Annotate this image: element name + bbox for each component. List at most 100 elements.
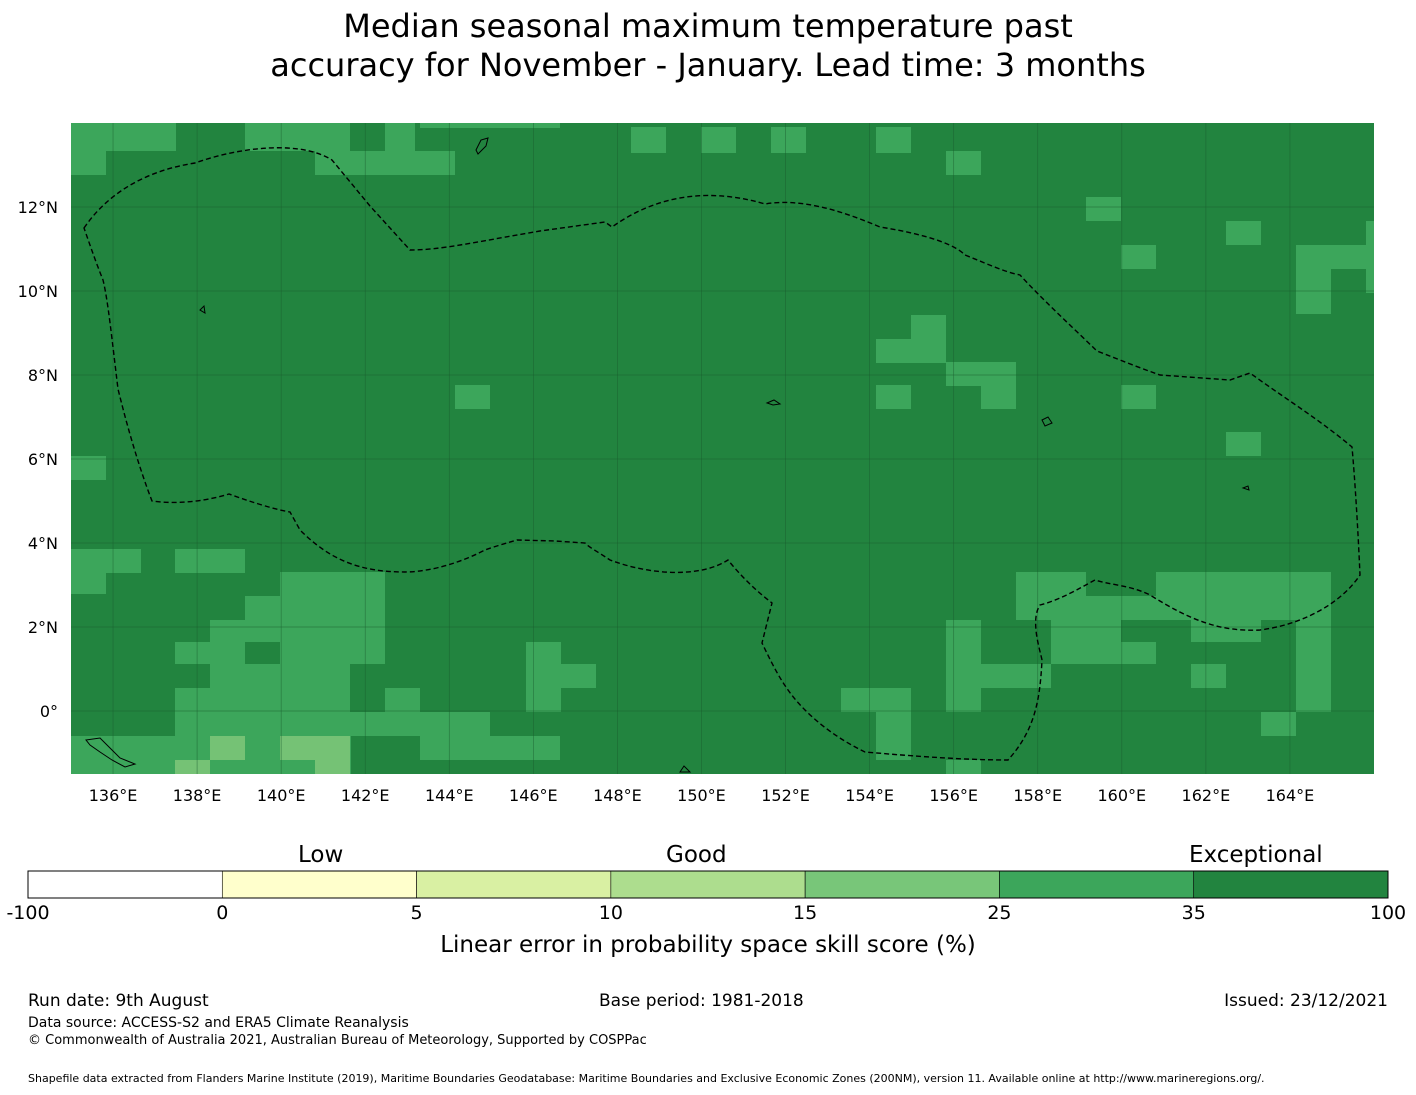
latitude-tick-labels: 12°N 10°N 8°N 6°N 4°N 2°N 0° xyxy=(18,198,58,721)
colorbar-tick-label: 10 xyxy=(598,902,623,924)
skill-score-map: 136°E 138°E 140°E 142°E 144°E 146°E 148°E 150°E… xyxy=(18,123,1374,805)
colorbar-segment xyxy=(804,870,1000,899)
skill-cell xyxy=(911,315,946,363)
base-period: Base period: 1981-2018 xyxy=(599,991,804,1011)
island-palau xyxy=(199,304,206,314)
skill-cell xyxy=(631,127,666,153)
longitude-tick-label: 142°E xyxy=(341,786,390,805)
skill-cell xyxy=(280,736,350,760)
issued-date: Issued: 23/12/2021 xyxy=(1224,991,1388,1011)
skill-cell xyxy=(385,123,415,151)
skill-cell xyxy=(561,664,596,688)
longitude-tick-label: 146°E xyxy=(509,786,558,805)
skill-cell xyxy=(1191,664,1226,688)
island-pohnpei xyxy=(1041,416,1053,427)
skill-cell xyxy=(1016,572,1086,596)
island-chuuk xyxy=(765,399,782,406)
skill-cell xyxy=(1191,620,1226,642)
skill-cell xyxy=(841,688,911,712)
island-kosrae xyxy=(1241,485,1250,491)
colorbar-tick-label: 35 xyxy=(1181,902,1206,924)
island-south-coast xyxy=(679,765,692,773)
skill-cell xyxy=(71,572,106,594)
skill-cell xyxy=(1261,712,1296,736)
skill-cell xyxy=(175,712,490,736)
skill-cell xyxy=(210,736,245,760)
colorbar-tick-label: 15 xyxy=(793,902,818,924)
skill-cell xyxy=(210,664,350,688)
skill-cells xyxy=(71,123,1374,774)
skill-cell xyxy=(280,642,385,664)
skill-cell xyxy=(175,688,350,712)
skill-cell xyxy=(71,549,141,573)
skill-cell xyxy=(210,620,385,642)
island-guam xyxy=(475,137,489,155)
skill-cell xyxy=(1051,620,1121,664)
skill-cell xyxy=(1086,197,1121,221)
longitude-tick-label: 136°E xyxy=(89,786,138,805)
colorbar-segment xyxy=(221,870,417,899)
colorbar-category-good: Good xyxy=(666,842,727,868)
skill-cell xyxy=(1226,620,1261,642)
skill-cell xyxy=(1121,385,1156,409)
skill-cell xyxy=(701,127,736,153)
colorbar-frame xyxy=(27,870,1389,899)
longitude-tick-label: 160°E xyxy=(1097,786,1146,805)
colorbar-label: Linear error in probability space skill … xyxy=(440,932,976,958)
skill-cell xyxy=(876,712,911,760)
skill-cell xyxy=(1121,245,1156,269)
longitude-tick-label: 162°E xyxy=(1182,786,1231,805)
skill-cell xyxy=(245,123,350,151)
longitude-tick-label: 138°E xyxy=(173,786,222,805)
data-source: Data source: ACCESS-S2 and ERA5 Climate … xyxy=(28,1015,409,1031)
skill-cell xyxy=(946,362,1016,386)
skill-cell xyxy=(280,572,385,596)
latitude-tick-label: 12°N xyxy=(18,198,58,217)
skill-cell xyxy=(455,385,490,409)
map-title-line-1: Median seasonal maximum temperature past xyxy=(343,7,1073,45)
skill-cell xyxy=(981,385,1016,409)
longitude-tick-label: 156°E xyxy=(929,786,978,805)
colorbar-tick-label: 5 xyxy=(410,902,423,924)
skill-cell xyxy=(876,339,911,363)
colorbar-category-low: Low xyxy=(298,842,344,868)
colorbar xyxy=(27,870,1389,899)
skill-cell xyxy=(245,596,385,620)
skill-cell xyxy=(526,642,561,712)
skill-cell xyxy=(385,736,420,774)
skill-cell xyxy=(1296,269,1331,314)
skill-cell xyxy=(1296,245,1366,269)
longitude-tick-label: 158°E xyxy=(1013,786,1062,805)
longitude-tick-label: 164°E xyxy=(1266,786,1315,805)
latitude-tick-label: 10°N xyxy=(18,282,58,301)
longitude-tick-label: 140°E xyxy=(257,786,306,805)
skill-cell xyxy=(876,127,911,153)
run-date: Run date: 9th August xyxy=(28,991,209,1011)
skill-cell xyxy=(71,151,106,175)
skill-cell xyxy=(420,760,455,774)
longitude-tick-label: 154°E xyxy=(845,786,894,805)
island-new-guinea-coast xyxy=(85,737,137,768)
longitude-tick-label: 148°E xyxy=(593,786,642,805)
skill-cell xyxy=(1296,572,1331,712)
skill-cell xyxy=(315,151,455,175)
skill-cell xyxy=(1226,221,1261,245)
latitude-tick-label: 6°N xyxy=(28,450,58,469)
skill-cell xyxy=(385,688,420,712)
skill-cell xyxy=(175,549,245,573)
gridlines xyxy=(71,123,1374,774)
shapefile-credit: Shapefile data extracted from Flanders M… xyxy=(28,1072,1265,1085)
skill-cell xyxy=(420,123,560,128)
skill-cell xyxy=(175,642,245,664)
skill-cell xyxy=(1226,432,1261,456)
skill-cell xyxy=(876,385,911,409)
colorbar-segment xyxy=(999,870,1195,899)
colorbar-tick-label: 25 xyxy=(987,902,1012,924)
skill-cell xyxy=(71,123,176,151)
latitude-tick-label: 4°N xyxy=(28,534,58,553)
skill-cell xyxy=(1051,596,1156,620)
colorbar-tick-label: 100 xyxy=(1369,902,1407,924)
colorbar-segment xyxy=(610,870,806,899)
copyright: © Commonwealth of Australia 2021, Austra… xyxy=(28,1033,647,1048)
map-title-line-2: accuracy for November - January. Lead ti… xyxy=(270,46,1146,84)
